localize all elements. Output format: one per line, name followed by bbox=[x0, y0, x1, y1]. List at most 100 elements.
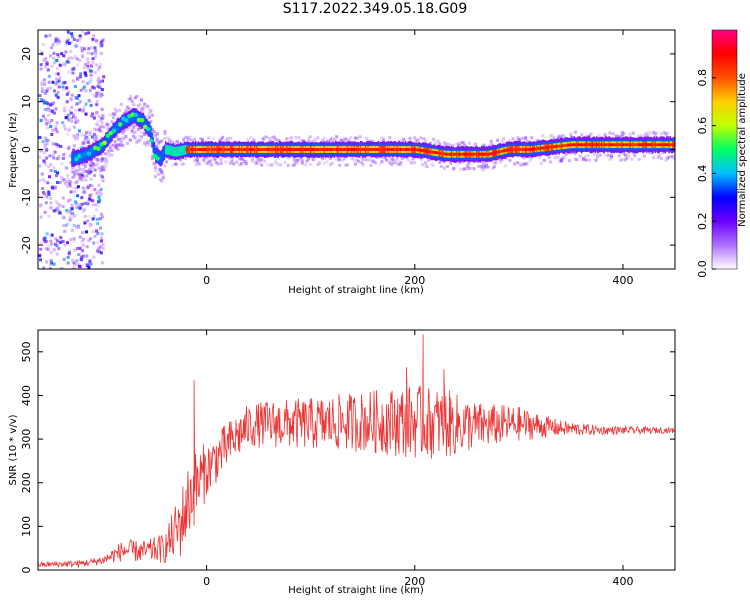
heatmap-cell bbox=[238, 163, 242, 167]
heatmap-cell bbox=[667, 143, 670, 147]
heatmap-cell bbox=[66, 261, 70, 265]
heatmap-cell bbox=[655, 143, 658, 147]
heatmap-cell bbox=[91, 57, 95, 61]
heatmap-cell bbox=[670, 143, 673, 147]
heatmap-cell bbox=[489, 143, 493, 147]
heatmap-cell bbox=[73, 137, 77, 141]
heatmap-cell bbox=[335, 135, 339, 139]
heatmap-cell bbox=[55, 67, 59, 71]
heatmap-cell bbox=[438, 142, 442, 146]
heatmap-cell bbox=[42, 58, 46, 62]
heatmap-cell bbox=[140, 131, 144, 135]
heatmap-cell bbox=[260, 157, 264, 161]
heatmap-cell bbox=[135, 94, 139, 98]
heatmap-cell bbox=[199, 137, 203, 141]
heatmap-cell bbox=[59, 240, 63, 244]
heatmap-cell bbox=[525, 148, 528, 151]
heatmap-cell bbox=[578, 154, 582, 158]
heatmap-cell bbox=[96, 146, 101, 151]
heatmap-cell bbox=[580, 133, 584, 137]
heatmap-cell bbox=[42, 78, 46, 82]
heatmap-cell bbox=[583, 158, 587, 162]
heatmap-cell bbox=[73, 54, 77, 58]
heatmap-cell bbox=[330, 139, 334, 143]
heatmap-cell bbox=[91, 165, 95, 169]
heatmap-cell bbox=[86, 162, 90, 166]
heatmap-cell bbox=[460, 141, 464, 145]
heatmap-cell bbox=[652, 143, 655, 147]
heatmap-cell bbox=[88, 167, 92, 171]
heatmap-cell bbox=[86, 199, 90, 203]
heatmap-cell bbox=[275, 162, 279, 166]
heatmap-cell bbox=[53, 209, 57, 213]
heatmap-cell bbox=[477, 164, 481, 168]
heatmap-cell bbox=[216, 162, 220, 166]
heatmap-cell bbox=[574, 143, 577, 147]
heatmap-cell bbox=[163, 164, 167, 168]
heatmap-cell bbox=[403, 148, 405, 151]
heatmap-cell bbox=[65, 184, 69, 188]
heatmap-cell bbox=[107, 152, 111, 156]
heatmap-cell bbox=[325, 160, 329, 164]
spectrogram-ytick-label: 20 bbox=[20, 47, 33, 61]
heatmap-cell bbox=[301, 148, 304, 151]
heatmap-cell bbox=[555, 154, 559, 158]
heatmap-cell bbox=[155, 137, 159, 141]
heatmap-cell bbox=[72, 144, 76, 148]
heatmap-cell bbox=[369, 148, 372, 151]
heatmap-cell bbox=[235, 148, 238, 151]
heatmap-cell bbox=[88, 259, 92, 263]
heatmap-cell bbox=[63, 243, 67, 247]
heatmap-cell bbox=[265, 148, 268, 151]
heatmap-cell bbox=[61, 239, 65, 243]
heatmap-cell bbox=[66, 199, 70, 203]
snr-xtick-label: 200 bbox=[404, 575, 425, 588]
heatmap-cell bbox=[313, 148, 316, 151]
heatmap-cell bbox=[213, 148, 216, 151]
heatmap-cell bbox=[149, 120, 153, 124]
heatmap-cell bbox=[59, 236, 63, 240]
heatmap-cell bbox=[305, 148, 308, 151]
heatmap-cell bbox=[150, 113, 154, 117]
heatmap-cell bbox=[420, 148, 423, 152]
heatmap-cell bbox=[72, 265, 76, 269]
heatmap-cell bbox=[662, 143, 665, 147]
heatmap-cell bbox=[535, 147, 538, 151]
heatmap-cell bbox=[66, 173, 70, 177]
heatmap-cell bbox=[47, 165, 51, 169]
heatmap-cell bbox=[310, 148, 313, 151]
heatmap-cell bbox=[95, 208, 99, 212]
heatmap-cell bbox=[647, 151, 651, 155]
heatmap-cell bbox=[617, 154, 621, 158]
heatmap-cell bbox=[104, 152, 108, 156]
heatmap-cell bbox=[110, 153, 114, 157]
heatmap-cell bbox=[125, 141, 129, 145]
heatmap-cell bbox=[45, 195, 49, 199]
heatmap-cell bbox=[309, 148, 312, 151]
heatmap-cell bbox=[58, 76, 62, 80]
heatmap-cell bbox=[63, 181, 67, 185]
heatmap-cell bbox=[65, 86, 69, 90]
heatmap-cell bbox=[272, 135, 276, 139]
heatmap-cell bbox=[249, 148, 252, 151]
heatmap-cell bbox=[413, 148, 415, 151]
heatmap-cell bbox=[83, 190, 87, 194]
heatmap-cell bbox=[51, 56, 55, 60]
heatmap-cell bbox=[93, 188, 97, 192]
heatmap-cell bbox=[518, 148, 520, 151]
heatmap-cell bbox=[147, 111, 151, 115]
heatmap-cell bbox=[97, 76, 101, 80]
heatmap-cell bbox=[355, 158, 359, 162]
heatmap-cell bbox=[204, 148, 207, 151]
heatmap-cell bbox=[149, 138, 154, 143]
heatmap-cell bbox=[220, 148, 223, 151]
heatmap-cell bbox=[64, 224, 68, 228]
heatmap-cell bbox=[599, 153, 603, 157]
heatmap-cell bbox=[84, 102, 88, 106]
heatmap-cell bbox=[228, 148, 231, 151]
heatmap-cell bbox=[156, 150, 158, 162]
heatmap-cell bbox=[485, 152, 488, 156]
heatmap-cell bbox=[111, 116, 115, 120]
heatmap-cell bbox=[99, 173, 103, 177]
heatmap-cell bbox=[660, 143, 663, 147]
